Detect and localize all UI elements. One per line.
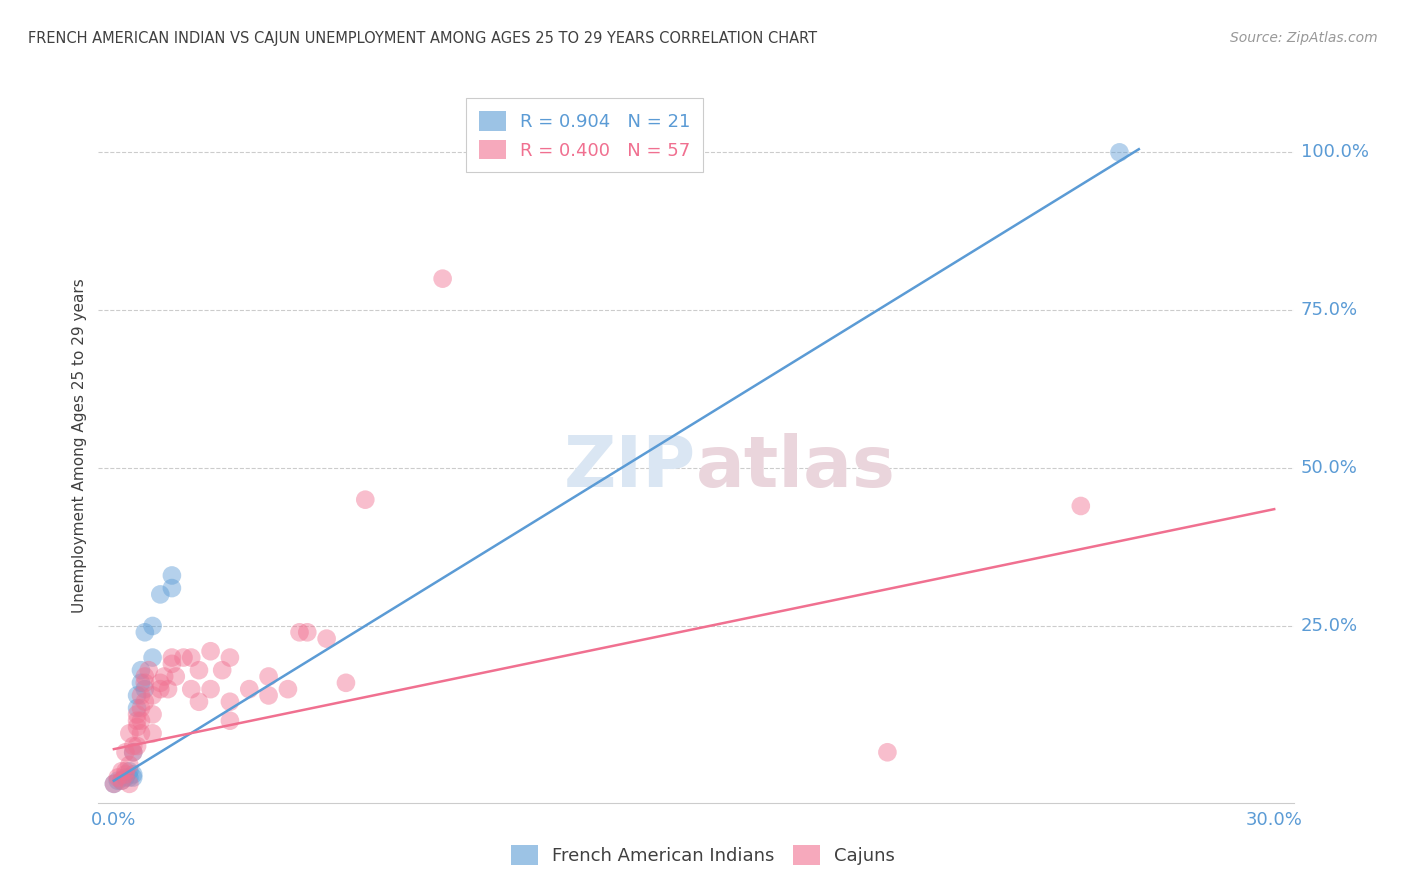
Point (149, 587, 172, 601)
Point (127, 701, 149, 715)
Point (122, 739, 145, 753)
Point (114, 764, 136, 779)
Text: Source: ZipAtlas.com: Source: ZipAtlas.com (1230, 31, 1378, 45)
Point (114, 745, 136, 759)
Point (114, 771, 136, 785)
Point (118, 726, 141, 740)
Point (277, 682, 299, 697)
Point (315, 632, 337, 646)
Point (111, 773, 134, 788)
Point (103, 777, 125, 791)
Point (180, 650, 202, 665)
Point (219, 650, 242, 665)
Point (142, 689, 165, 703)
Text: FRENCH AMERICAN INDIAN VS CAJUN UNEMPLOYMENT AMONG AGES 25 TO 29 YEARS CORRELATI: FRENCH AMERICAN INDIAN VS CAJUN UNEMPLOY… (28, 31, 817, 46)
Point (288, 625, 311, 640)
Point (134, 669, 156, 683)
Point (1070, 499, 1092, 513)
Point (122, 771, 145, 785)
Point (111, 773, 134, 788)
Legend: R = 0.904   N = 21, R = 0.400   N = 57: R = 0.904 N = 21, R = 0.400 N = 57 (465, 98, 703, 172)
Point (107, 771, 129, 785)
Point (165, 669, 187, 683)
Point (134, 625, 156, 640)
Point (118, 771, 141, 785)
Point (129, 663, 152, 677)
Point (180, 682, 202, 697)
Text: 100.0%: 100.0% (1301, 144, 1368, 161)
Point (188, 663, 211, 677)
Point (200, 644, 222, 658)
Point (160, 657, 183, 671)
Point (297, 625, 319, 640)
Point (127, 739, 149, 753)
Point (219, 714, 242, 728)
Y-axis label: Unemployment Among Ages 25 to 29 years: Unemployment Among Ages 25 to 29 years (72, 278, 87, 614)
Point (111, 764, 134, 779)
Point (103, 777, 125, 791)
Point (173, 650, 195, 665)
Point (354, 492, 377, 507)
Point (129, 689, 152, 703)
Point (118, 777, 141, 791)
Point (122, 745, 145, 759)
Point (257, 669, 280, 683)
Point (142, 707, 165, 722)
Point (118, 758, 141, 772)
Point (876, 745, 898, 759)
Point (219, 695, 242, 709)
Point (118, 764, 141, 779)
Point (160, 568, 183, 582)
Text: 25.0%: 25.0% (1301, 617, 1358, 635)
Point (257, 689, 280, 703)
Text: ZIP: ZIP (564, 433, 696, 502)
Point (142, 650, 165, 665)
Point (122, 767, 145, 781)
Point (432, 271, 454, 285)
Legend: French American Indians, Cajuns: French American Indians, Cajuns (502, 836, 904, 874)
Point (129, 726, 152, 740)
Text: 75.0%: 75.0% (1301, 301, 1358, 319)
Point (188, 695, 211, 709)
Point (211, 663, 233, 677)
Point (129, 675, 152, 690)
Point (127, 720, 149, 734)
Point (127, 707, 149, 722)
Point (107, 773, 129, 788)
Point (134, 675, 156, 690)
Point (134, 695, 156, 709)
Point (127, 689, 149, 703)
Point (122, 745, 145, 759)
Point (127, 714, 149, 728)
Point (1108, 145, 1130, 160)
Point (160, 581, 183, 595)
Point (149, 682, 172, 697)
Point (142, 726, 165, 740)
Text: 50.0%: 50.0% (1301, 459, 1357, 477)
Point (160, 650, 183, 665)
Point (142, 619, 165, 633)
Point (157, 682, 180, 697)
Point (114, 767, 136, 781)
Point (200, 682, 222, 697)
Point (134, 682, 156, 697)
Point (335, 675, 357, 690)
Point (129, 701, 152, 715)
Text: atlas: atlas (696, 433, 896, 502)
Point (238, 682, 260, 697)
Point (129, 714, 152, 728)
Point (138, 663, 160, 677)
Point (153, 669, 176, 683)
Point (149, 675, 172, 690)
